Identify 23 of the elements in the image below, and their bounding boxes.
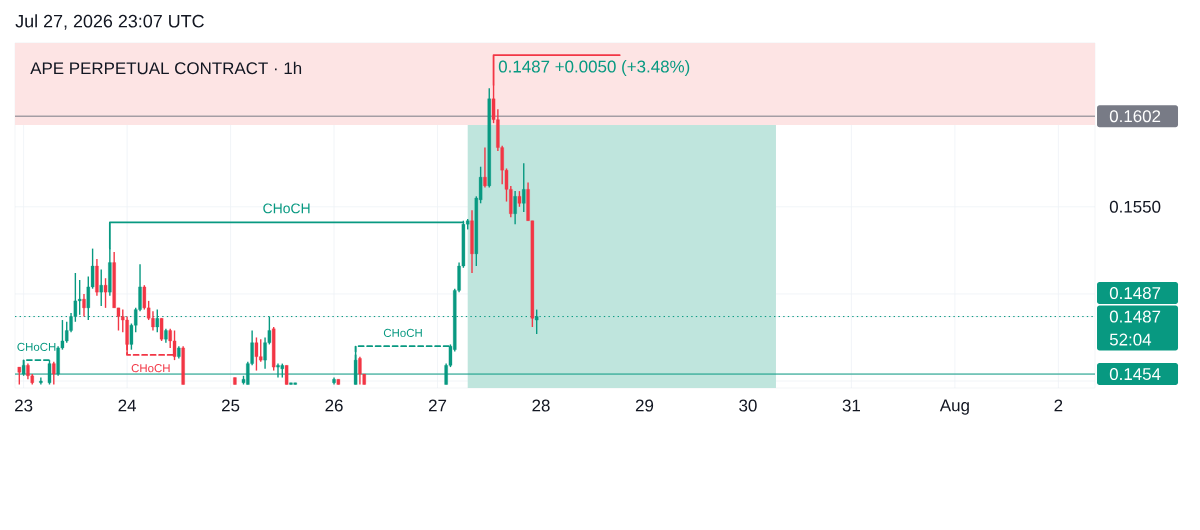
x-tick-label: 31 (842, 399, 860, 412)
x-tick-label: 26 (325, 399, 343, 412)
y-tick-label: 0.1487 (1109, 310, 1161, 323)
x-tick-label: 2 (1054, 399, 1063, 412)
text: 0.1487 +0.0050 (+3.48%) (498, 60, 690, 76)
x-tick-label: 29 (635, 399, 654, 412)
x-tick-label: Aug (939, 399, 969, 415)
series-label: CHoCH (263, 203, 310, 214)
series-label: CHoCH (17, 342, 56, 351)
x-tick-label: 28 (532, 399, 550, 412)
series-label: CHoCH (383, 328, 422, 337)
x-tick-label: 23 (15, 399, 33, 412)
x-tick-label: 30 (739, 399, 757, 412)
text: APE PERPETUAL CONTRACT · 1h (30, 61, 302, 75)
text: 52:04 (1109, 333, 1152, 346)
series-label: CHoCH (131, 364, 170, 373)
y-tick-label: 0.1550 (1109, 200, 1161, 213)
x-tick-label: 25 (222, 399, 240, 412)
x-tick-label: 27 (428, 399, 447, 412)
y-tick-label: 0.1454 (1109, 368, 1161, 381)
y-tick-label: 0.1602 (1109, 110, 1161, 123)
x-tick-label: 24 (118, 399, 137, 412)
text: Jul 27, 2026 23:07 UTC (15, 14, 204, 30)
